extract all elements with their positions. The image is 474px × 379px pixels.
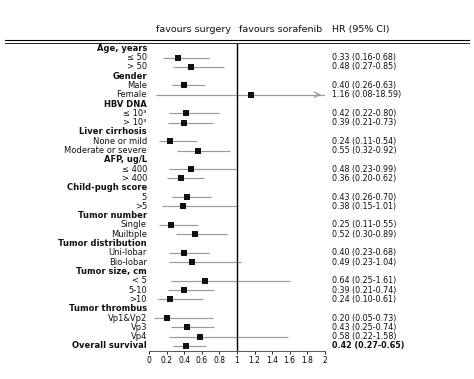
Text: >5: >5 bbox=[135, 202, 147, 211]
Text: 0.20 (0.05-0.73): 0.20 (0.05-0.73) bbox=[332, 313, 396, 323]
Text: 0.25 (0.11-0.55): 0.25 (0.11-0.55) bbox=[332, 221, 396, 230]
Text: ≤ 50: ≤ 50 bbox=[127, 53, 147, 62]
Text: Vp4: Vp4 bbox=[130, 332, 147, 341]
Text: 0.42 (0.27-0.65): 0.42 (0.27-0.65) bbox=[332, 341, 404, 351]
Text: 0.43 (0.25-0.74): 0.43 (0.25-0.74) bbox=[332, 323, 396, 332]
Text: Gender: Gender bbox=[112, 72, 147, 81]
Text: 0.40 (0.23-0.68): 0.40 (0.23-0.68) bbox=[332, 248, 396, 257]
Text: Tumor thrombus: Tumor thrombus bbox=[69, 304, 147, 313]
Text: Liver cirrhosis: Liver cirrhosis bbox=[79, 127, 147, 136]
Text: > 400: > 400 bbox=[121, 174, 147, 183]
Text: 0.36 (0.20-0.62): 0.36 (0.20-0.62) bbox=[332, 174, 396, 183]
Text: Child-pugh score: Child-pugh score bbox=[67, 183, 147, 192]
Text: None or mild: None or mild bbox=[93, 137, 147, 146]
Text: Male: Male bbox=[127, 81, 147, 90]
Text: Tumor number: Tumor number bbox=[78, 211, 147, 220]
Text: Overall survival: Overall survival bbox=[72, 341, 147, 351]
Text: Muiltiple: Muiltiple bbox=[111, 230, 147, 239]
Text: 0.49 (0.23-1.04): 0.49 (0.23-1.04) bbox=[332, 258, 396, 267]
Text: 0.43 (0.26-0.70): 0.43 (0.26-0.70) bbox=[332, 193, 396, 202]
Text: HR (95% CI): HR (95% CI) bbox=[332, 25, 389, 34]
Text: > 50: > 50 bbox=[127, 62, 147, 71]
Text: 5: 5 bbox=[142, 193, 147, 202]
Text: 0.39 (0.21-0.74): 0.39 (0.21-0.74) bbox=[332, 286, 396, 294]
Text: favours surgery: favours surgery bbox=[155, 25, 231, 34]
Text: 0.40 (0.26-0.63): 0.40 (0.26-0.63) bbox=[332, 81, 396, 90]
Text: Uni-lobar: Uni-lobar bbox=[109, 248, 147, 257]
Text: 0.48 (0.23-0.99): 0.48 (0.23-0.99) bbox=[332, 164, 396, 174]
Text: 0.24 (0.11-0.54): 0.24 (0.11-0.54) bbox=[332, 137, 396, 146]
Text: HBV DNA: HBV DNA bbox=[104, 100, 147, 108]
Text: Female: Female bbox=[117, 90, 147, 99]
Text: Tumor distribution: Tumor distribution bbox=[58, 239, 147, 248]
Text: favours sorafenib: favours sorafenib bbox=[239, 25, 322, 34]
Text: 0.38 (0.15-1.01): 0.38 (0.15-1.01) bbox=[332, 202, 396, 211]
Text: 0.39 (0.21-0.73): 0.39 (0.21-0.73) bbox=[332, 118, 396, 127]
Text: >10: >10 bbox=[129, 295, 147, 304]
Text: > 10³: > 10³ bbox=[123, 118, 147, 127]
Text: ≤ 400: ≤ 400 bbox=[121, 164, 147, 174]
Text: AFP, ug/L: AFP, ug/L bbox=[104, 155, 147, 164]
Text: 0.55 (0.32-0.92): 0.55 (0.32-0.92) bbox=[332, 146, 396, 155]
Text: Vp3: Vp3 bbox=[130, 323, 147, 332]
Text: Moderate or severe: Moderate or severe bbox=[64, 146, 147, 155]
Text: 0.48 (0.27-0.85): 0.48 (0.27-0.85) bbox=[332, 62, 396, 71]
Text: 5-10: 5-10 bbox=[128, 286, 147, 294]
Text: Bio-lobar: Bio-lobar bbox=[109, 258, 147, 267]
Text: ≤ 10³: ≤ 10³ bbox=[123, 109, 147, 118]
Text: 0.33 (0.16-0.68): 0.33 (0.16-0.68) bbox=[332, 53, 396, 62]
Text: 0.64 (0.25-1.61): 0.64 (0.25-1.61) bbox=[332, 276, 396, 285]
Text: 0.24 (0.10-0.61): 0.24 (0.10-0.61) bbox=[332, 295, 396, 304]
Text: 1.16 (0.08-18.59): 1.16 (0.08-18.59) bbox=[332, 90, 401, 99]
Text: 0.58 (0.22-1.58): 0.58 (0.22-1.58) bbox=[332, 332, 396, 341]
Text: < 5: < 5 bbox=[132, 276, 147, 285]
Text: Vp1&Vp2: Vp1&Vp2 bbox=[108, 313, 147, 323]
Text: 0.42 (0.22-0.80): 0.42 (0.22-0.80) bbox=[332, 109, 396, 118]
Text: Single: Single bbox=[121, 221, 147, 230]
Text: 0.52 (0.30-0.89): 0.52 (0.30-0.89) bbox=[332, 230, 396, 239]
Text: Tumor size, cm: Tumor size, cm bbox=[76, 267, 147, 276]
Text: Age, years: Age, years bbox=[97, 44, 147, 53]
